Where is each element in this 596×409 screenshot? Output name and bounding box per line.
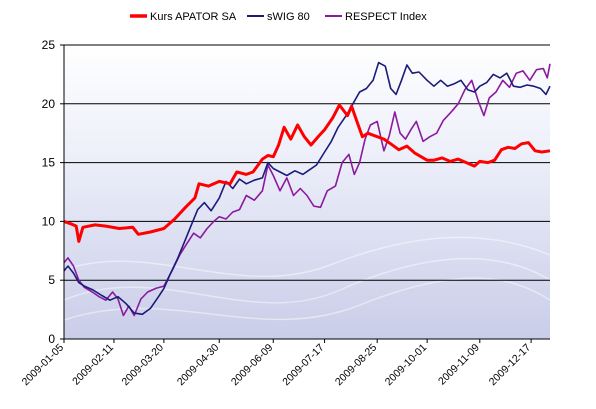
x-tick-label: 2009-03-20: [120, 342, 167, 389]
y-axis-ticks: 0 5 10 15 20 25: [42, 38, 64, 346]
legend-label-swig-80: sWIG 80: [267, 11, 310, 23]
x-tick-label: 2009-01-05: [20, 342, 67, 389]
x-axis-ticks: 2009-01-05 2009-02-11 2009-03-20 2009-04-30…: [20, 339, 534, 389]
series-line-swig-80: [63, 61, 551, 316]
y-tick-label: 15: [42, 156, 56, 170]
x-tick-label: 2009-11-09: [436, 342, 482, 388]
x-tick-label: 2009-06-09: [229, 342, 276, 389]
y-tick-label: 5: [48, 273, 55, 287]
y-tick-label: 25: [42, 38, 56, 52]
x-tick-label: 2009-08-25: [333, 342, 380, 389]
series-line-kurs-apator-sa: [63, 103, 551, 243]
plot-area: [64, 45, 550, 339]
y-tick-label: 0: [48, 332, 55, 346]
y-tick-label: 20: [42, 97, 56, 111]
x-tick-label: 2009-07-17: [280, 342, 327, 389]
x-tick-label: 2009-12-17: [487, 342, 534, 389]
legend: Kurs APATOR SA sWIG 80 RESPECT Index: [130, 11, 427, 23]
x-tick-label: 2009-10-01: [383, 342, 430, 389]
series-lines: [63, 61, 551, 317]
legend-label-kurs-apator-sa: Kurs APATOR SA: [150, 11, 237, 23]
series-line-respect-index: [63, 63, 551, 317]
y-tick-label: 10: [42, 214, 56, 228]
x-tick-label: 2009-04-30: [175, 342, 222, 389]
legend-label-respect-index: RESPECT Index: [345, 11, 427, 23]
x-tick-label: 2009-02-11: [70, 342, 116, 388]
